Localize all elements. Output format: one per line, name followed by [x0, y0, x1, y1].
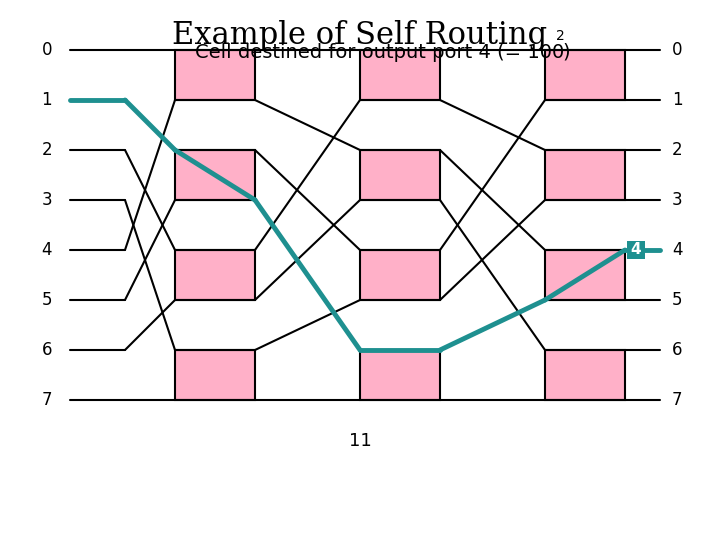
- Text: 6: 6: [672, 341, 683, 359]
- Text: 3: 3: [41, 191, 52, 209]
- Text: 11: 11: [348, 432, 372, 450]
- Text: 1: 1: [41, 91, 52, 109]
- Text: ): ): [562, 43, 570, 62]
- Bar: [175, 350, 255, 400]
- Text: 3: 3: [672, 191, 683, 209]
- Text: 1: 1: [672, 91, 683, 109]
- Bar: [545, 250, 625, 300]
- Bar: [175, 50, 255, 100]
- Text: 2: 2: [41, 141, 52, 159]
- Text: 4: 4: [42, 241, 52, 259]
- Bar: [175, 150, 255, 200]
- Text: 7: 7: [42, 391, 52, 409]
- Text: 6: 6: [42, 341, 52, 359]
- Text: 2: 2: [556, 29, 564, 43]
- Text: 7: 7: [672, 391, 683, 409]
- Bar: [360, 350, 440, 400]
- Text: Example of Self Routing: Example of Self Routing: [172, 20, 548, 51]
- Bar: [627, 241, 645, 259]
- Text: Cell destined for output port 4 (= 100: Cell destined for output port 4 (= 100: [195, 43, 564, 62]
- Bar: [545, 50, 625, 100]
- Bar: [360, 250, 440, 300]
- Text: 5: 5: [672, 291, 683, 309]
- Text: 5: 5: [42, 291, 52, 309]
- Text: 0: 0: [672, 41, 683, 59]
- Bar: [360, 50, 440, 100]
- Bar: [545, 150, 625, 200]
- Text: 4: 4: [672, 241, 683, 259]
- Text: 4: 4: [631, 242, 642, 258]
- Bar: [175, 250, 255, 300]
- Text: 2: 2: [672, 141, 683, 159]
- Bar: [360, 150, 440, 200]
- Text: 0: 0: [42, 41, 52, 59]
- Bar: [545, 350, 625, 400]
